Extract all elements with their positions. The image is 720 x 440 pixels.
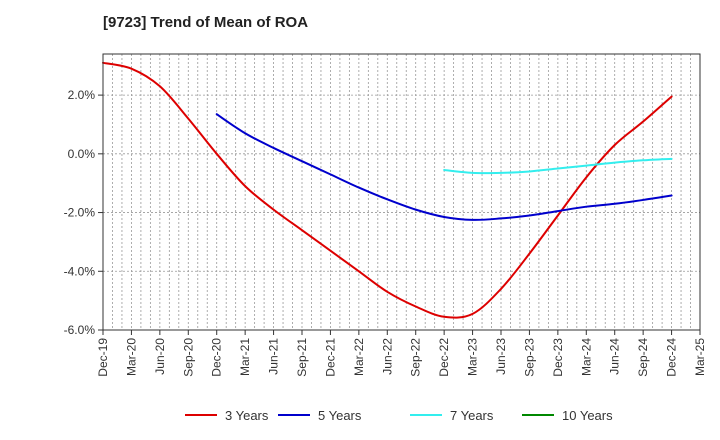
y-tick-label: -2.0% xyxy=(64,206,96,220)
x-tick-label: Mar-22 xyxy=(352,338,366,376)
x-tick-label: Jun-22 xyxy=(380,338,394,375)
plot-background xyxy=(103,54,700,330)
x-tick-label: Jun-23 xyxy=(494,338,508,375)
x-tick-label: Sep-22 xyxy=(409,338,423,377)
x-tick-label: Dec-22 xyxy=(437,338,451,377)
x-tick-label: Dec-19 xyxy=(96,338,110,377)
x-tick-label: Mar-24 xyxy=(579,338,593,376)
x-tick-label: Jun-24 xyxy=(608,338,622,375)
x-tick-label: Dec-24 xyxy=(665,338,679,377)
y-tick-label: -6.0% xyxy=(64,323,96,337)
x-tick-label: Dec-21 xyxy=(323,338,337,377)
series-line-3-years xyxy=(102,61,673,319)
series-line-7-years xyxy=(443,157,673,175)
y-tick-label: 0.0% xyxy=(68,147,96,161)
plot-border xyxy=(102,53,701,331)
x-tick-label: Mar-21 xyxy=(238,338,252,376)
x-tick-label: Dec-20 xyxy=(210,338,224,377)
legend-label-3-years: 3 Years xyxy=(225,408,269,423)
y-tick-label: -4.0% xyxy=(64,264,96,278)
x-tick-label: Mar-23 xyxy=(466,338,480,376)
y-tick-label: 2.0% xyxy=(68,88,96,102)
legend: 3 Years 5 Years 7 Years 10 Years xyxy=(185,408,613,423)
legend-label-10-years: 10 Years xyxy=(562,408,613,423)
x-tick-label: Mar-25 xyxy=(693,338,707,376)
chart-title: [9723] Trend of Mean of ROA xyxy=(103,14,309,31)
x-tick-label: Sep-24 xyxy=(636,338,650,377)
x-tick-label: Dec-23 xyxy=(551,338,565,377)
axes: 2.0% 0.0% -2.0% -4.0% -6.0%Dec-19 Mar-20 Jun-2… xyxy=(64,88,707,377)
series-lines xyxy=(102,61,673,319)
x-tick-label: Jun-20 xyxy=(153,338,167,375)
series-line-5-years xyxy=(215,113,673,221)
x-tick-label: Mar-20 xyxy=(124,338,138,376)
legend-label-7-years: 7 Years xyxy=(450,408,494,423)
x-tick-label: Sep-20 xyxy=(181,338,195,377)
x-tick-label: Sep-21 xyxy=(295,338,309,377)
x-tick-label: Jun-21 xyxy=(267,338,281,375)
x-tick-label: Sep-23 xyxy=(522,338,536,377)
legend-label-5-years: 5 Years xyxy=(318,408,362,423)
